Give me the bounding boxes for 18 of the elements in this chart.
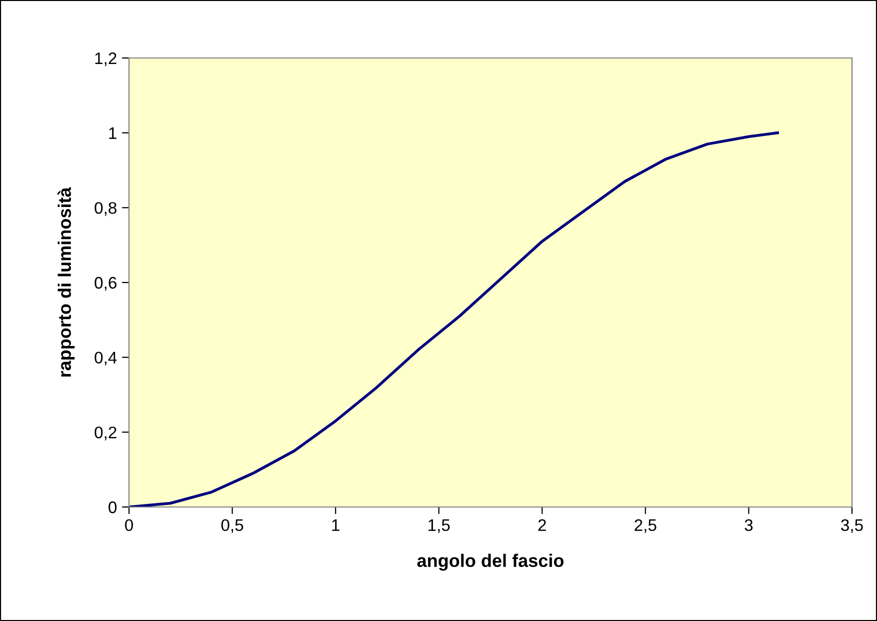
y-tick-label: 0,6 (94, 276, 116, 291)
x-tick-label: 2,5 (634, 519, 656, 534)
x-tick-label: 3 (744, 519, 753, 532)
y-tick-label: 1 (109, 127, 116, 139)
y-axis-title: rapporto di luminosità (58, 187, 75, 377)
x-tick-label: 3,5 (841, 519, 863, 534)
x-tick-label: 1 (332, 519, 340, 531)
y-tick-label: 0,4 (94, 352, 117, 366)
y-tick-label: 1,2 (95, 52, 116, 66)
x-tick-label: 2 (538, 519, 546, 531)
line-series (129, 131, 780, 507)
y-tick-label: 0,2 (94, 426, 116, 440)
x-tick-label: 0 (125, 519, 133, 532)
y-tick-label: 0 (108, 501, 117, 514)
x-tick-label: 0,5 (221, 519, 244, 534)
x-axis-title: angolo del fascio (417, 554, 564, 571)
y-tick-label: 0,8 (94, 202, 116, 216)
x-tick-label: 1,5 (428, 519, 450, 534)
